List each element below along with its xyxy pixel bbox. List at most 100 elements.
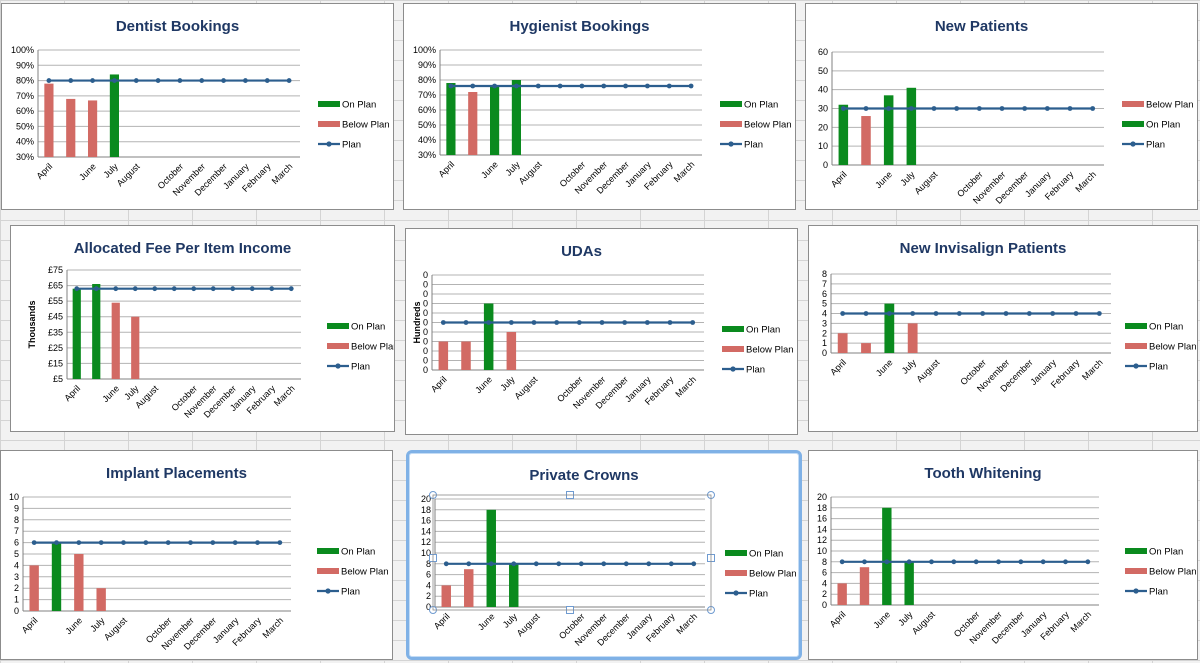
legend-entry-on-plan[interactable]: On Plan	[318, 100, 376, 111]
legend-entry-below-plan[interactable]: Below Plan	[722, 345, 794, 356]
x-tick-label-august: August	[915, 357, 942, 384]
legend-entry-below-plan[interactable]: Below Plan	[720, 120, 792, 131]
legend-label-on-plan: On Plan	[1149, 547, 1183, 558]
legend-label-below-plan: Below Plan	[341, 567, 389, 578]
bar-below-plan-may[interactable]	[859, 567, 870, 605]
x-tick-label-july: July	[501, 611, 520, 630]
bar-on-plan-june[interactable]	[486, 509, 496, 607]
plan-point-september	[143, 540, 149, 545]
bar-on-plan-june[interactable]	[483, 303, 494, 371]
chart-panel-tooth-whitening[interactable]: Tooth Whitening 0 2 4 6 8 10 12 14 16 18 20 April Jun…	[808, 450, 1198, 660]
chart-panel-new-invisalign[interactable]: New Invisalign Patients 0 1 2 3 4 5 6 7 8 April Jun…	[808, 225, 1198, 432]
bar-below-plan-june[interactable]	[74, 554, 84, 611]
bar-below-plan-april[interactable]	[837, 333, 848, 353]
legend-entry-on-plan[interactable]: On Plan	[722, 325, 780, 336]
chart-panel-private-crowns[interactable]: Private Crowns 0 2 4 6 8 10 12 14 16 18 20 April June…	[406, 450, 802, 660]
bar-below-plan-may[interactable]	[461, 341, 471, 371]
x-tick-label-july: July	[88, 615, 107, 634]
legend-swatch-on-plan	[317, 548, 339, 554]
legend-entry-plan[interactable]: Plan	[722, 365, 765, 376]
plan-point-july	[98, 540, 104, 545]
chart-panel-allocated-fee[interactable]: Allocated Fee Per Item Income £5 £15 £25 £35…	[10, 225, 395, 432]
legend-entry-plan[interactable]: Plan	[1125, 587, 1168, 598]
bar-on-plan-june[interactable]	[883, 95, 894, 165]
plan-point-march	[1090, 106, 1096, 111]
bar-on-plan-june[interactable]	[489, 86, 500, 155]
x-tick-label-july: July	[900, 357, 919, 376]
legend-entry-below-plan[interactable]: Below Plan	[1125, 567, 1197, 578]
legend-entry-below-plan[interactable]: Below Plan	[725, 569, 797, 580]
chart-panel-udas[interactable]: UDAs 0 0 0 0 0 0 0 0 0 0 0 Hundreds April June July Augu…	[405, 228, 798, 435]
chart-panel-dentist-bookings[interactable]: Dentist Bookings 30% 40% 50% 60% 70% 80% 90% 100…	[1, 3, 394, 210]
chart-panel-implant-placements[interactable]: Implant Placements 0 1 2 3 4 5 6 7 8 9 10 April June J…	[0, 450, 393, 660]
bar-below-plan-may[interactable]	[861, 343, 871, 353]
legend-entry-plan[interactable]: Plan	[327, 362, 370, 373]
bar-on-plan-april[interactable]	[446, 83, 456, 155]
legend-entry-below-plan[interactable]: Below Plan	[327, 342, 394, 353]
x-tick-label-july: July	[498, 374, 517, 393]
bar-below-plan-june[interactable]	[87, 100, 98, 157]
bar-on-plan-may[interactable]	[51, 542, 62, 611]
legend-entry-on-plan[interactable]: On Plan	[327, 322, 385, 333]
legend-label-plan: Plan	[341, 587, 360, 598]
bar-on-plan-july[interactable]	[511, 80, 522, 155]
legend-entry-plan[interactable]: Plan	[1122, 140, 1165, 151]
legend-entry-on-plan[interactable]: On Plan	[725, 549, 783, 560]
bar-below-plan-april[interactable]	[29, 565, 39, 611]
x-tick-label-june: June	[77, 161, 98, 182]
bar-on-plan-june[interactable]	[884, 303, 895, 353]
bar-below-plan-april[interactable]	[441, 585, 451, 607]
y-tick-label: 18	[817, 503, 827, 513]
legend-entry-plan[interactable]: Plan	[317, 587, 360, 598]
y-tick-label: 16	[421, 516, 431, 526]
legend-entry-plan[interactable]: Plan	[725, 589, 768, 600]
y-tick-label: 100%	[11, 45, 34, 55]
x-tick-label-april: April	[429, 374, 449, 394]
bar-on-plan-july[interactable]	[906, 87, 917, 165]
bar-on-plan-may[interactable]	[92, 284, 101, 379]
legend-label-below-plan: Below Plan	[1149, 567, 1197, 578]
plan-point-november	[199, 78, 205, 83]
y-tick-label: 90%	[418, 60, 436, 70]
bar-on-plan-july[interactable]	[509, 563, 519, 607]
bar-below-plan-july[interactable]	[131, 316, 140, 379]
bar-below-plan-april[interactable]	[438, 341, 449, 371]
legend-entry-plan[interactable]: Plan	[318, 140, 361, 151]
legend-entry-plan[interactable]: Plan	[1125, 362, 1168, 373]
legend-entry-on-plan[interactable]: On Plan	[317, 547, 375, 558]
bar-below-plan-april[interactable]	[837, 583, 847, 605]
bar-below-plan-april[interactable]	[44, 83, 54, 157]
bar-on-plan-june[interactable]	[882, 507, 892, 605]
bar-on-plan-april[interactable]	[72, 288, 81, 379]
x-tick-label-april: April	[62, 383, 82, 403]
legend-entry-below-plan[interactable]: Below Plan	[317, 567, 389, 578]
bar-on-plan-july[interactable]	[904, 561, 914, 605]
legend-entry-below-plan[interactable]: Below Plan	[318, 120, 390, 131]
bar-below-plan-july[interactable]	[96, 588, 106, 611]
bar-below-plan-may[interactable]	[464, 569, 474, 607]
legend-entry-below-plan[interactable]: Below Plan	[1122, 100, 1194, 111]
bar-below-plan-june[interactable]	[111, 302, 120, 379]
bar-on-plan-april[interactable]	[838, 104, 849, 165]
plan-point-december	[623, 561, 629, 567]
legend-entry-on-plan[interactable]: On Plan	[1122, 120, 1180, 131]
chart-panel-new-patients[interactable]: New Patients 0 10 20 30 40 50 60 April June July Au…	[805, 3, 1198, 210]
y-tick-label: 0	[423, 318, 428, 328]
bar-below-plan-july[interactable]	[506, 332, 517, 370]
chart-panel-hygienist-bookings[interactable]: Hygienist Bookings 30% 40% 50% 60% 70% 80% 90% 1…	[403, 3, 796, 210]
x-tick-label-march: March	[674, 611, 699, 636]
legend-entry-below-plan[interactable]: Below Plan	[1125, 342, 1197, 353]
legend-entry-plan[interactable]: Plan	[720, 140, 763, 151]
legend-entry-on-plan[interactable]: On Plan	[720, 100, 778, 111]
bar-below-plan-may[interactable]	[468, 92, 478, 155]
bar-below-plan-may[interactable]	[861, 116, 871, 165]
bar-below-plan-july[interactable]	[907, 323, 918, 353]
legend-entry-on-plan[interactable]: On Plan	[1125, 322, 1183, 333]
plan-point-june	[886, 106, 892, 111]
plan-point-june	[486, 320, 492, 325]
y-tick-label: 8	[822, 557, 827, 567]
legend-swatch-on-plan	[327, 323, 349, 329]
bar-on-plan-july[interactable]	[109, 74, 120, 157]
bar-below-plan-may[interactable]	[66, 98, 76, 157]
legend-entry-on-plan[interactable]: On Plan	[1125, 547, 1183, 558]
